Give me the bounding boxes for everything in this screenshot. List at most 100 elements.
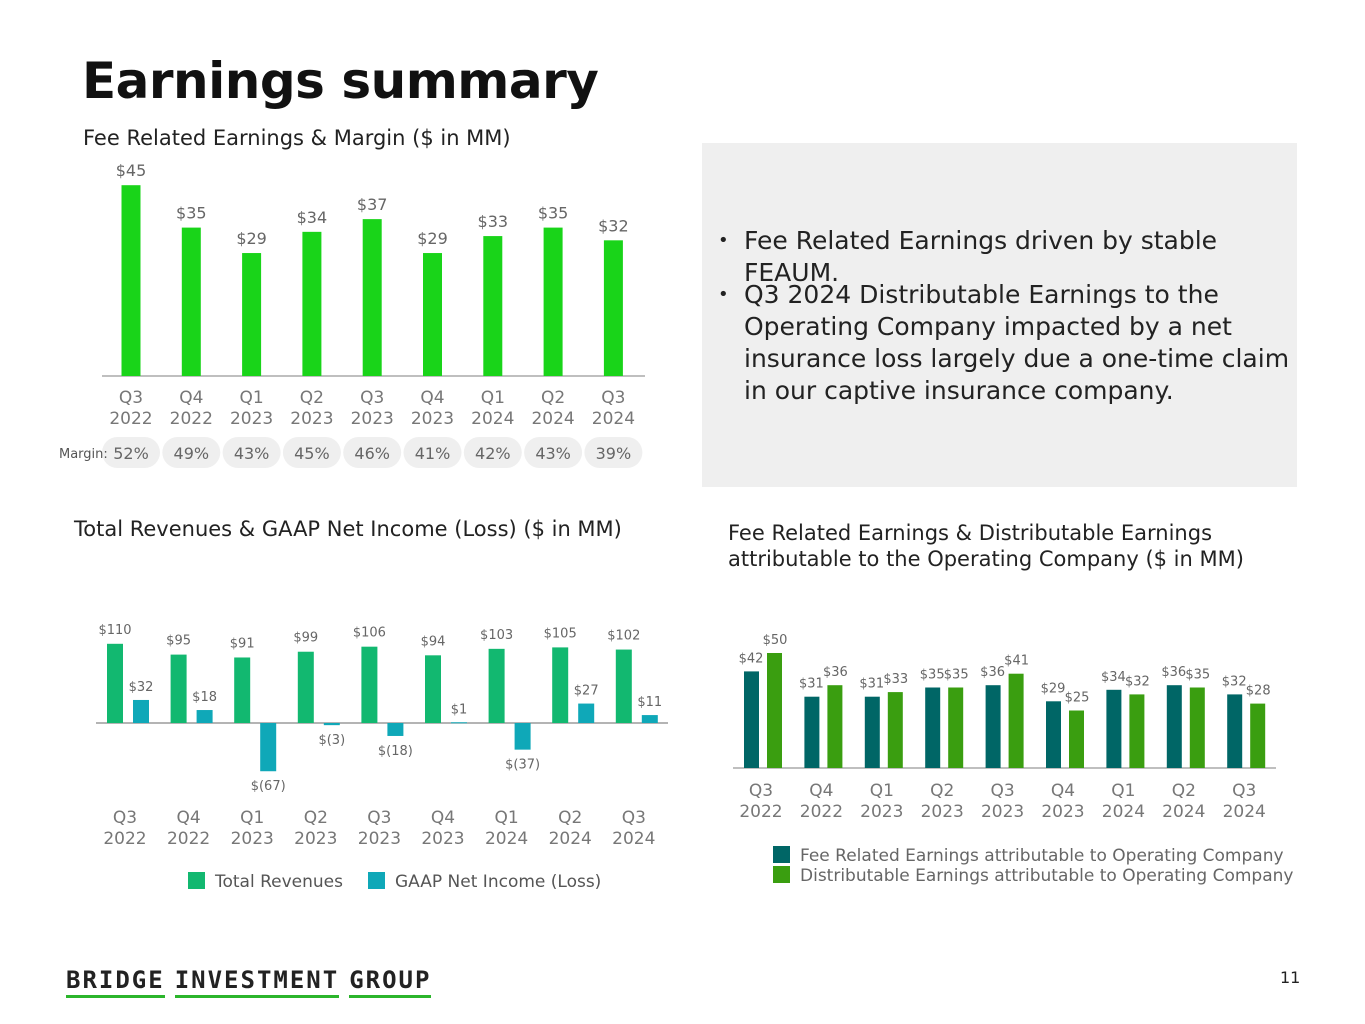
x-tick-label: 2023 bbox=[294, 829, 337, 849]
x-tick-label: Q3 bbox=[601, 388, 625, 408]
net-income-bar bbox=[578, 703, 595, 723]
de-op-swatch-icon bbox=[773, 866, 790, 883]
x-tick-label: Q3 bbox=[1232, 781, 1256, 801]
revenue-data-label: $91 bbox=[230, 636, 255, 651]
x-tick-label: Q2 bbox=[1172, 781, 1196, 801]
fre-op-bar bbox=[864, 696, 880, 768]
x-tick-label: Q4 bbox=[176, 808, 200, 828]
net-income-data-label: $(18) bbox=[378, 744, 413, 759]
fre-chart-title: Fee Related Earnings & Margin ($ in MM) bbox=[83, 126, 511, 150]
revenue-data-label: $94 bbox=[421, 634, 446, 649]
x-tick-label: 2024 bbox=[485, 829, 528, 849]
x-tick-label: Q3 bbox=[367, 808, 391, 828]
net-income-data-label: $18 bbox=[192, 690, 217, 705]
revenue-data-label: $95 bbox=[166, 634, 191, 649]
fre-op-data-label: $32 bbox=[1222, 674, 1247, 689]
fre-data-label: $29 bbox=[236, 229, 267, 248]
revenue-bar bbox=[297, 651, 314, 723]
de-op-bar bbox=[767, 653, 782, 768]
fre-data-label: $34 bbox=[297, 208, 328, 227]
logo-word: BRIDGE bbox=[66, 966, 165, 998]
x-tick-label: 2022 bbox=[800, 802, 843, 822]
net-income-bar bbox=[196, 710, 213, 723]
x-tick-label: Q1 bbox=[240, 808, 264, 828]
x-tick-label: 2023 bbox=[290, 409, 333, 429]
revenue-data-label: $105 bbox=[544, 626, 577, 641]
x-tick-label: Q1 bbox=[481, 388, 505, 408]
fre-op-bar bbox=[1166, 685, 1182, 768]
de-op-bar bbox=[827, 685, 843, 768]
bullet-text: Q3 2024 Distributable Earnings to the Op… bbox=[744, 280, 1290, 405]
revenue-bar bbox=[107, 643, 123, 723]
de-op-data-label: $35 bbox=[1185, 668, 1210, 683]
fre-op-bar bbox=[985, 685, 1001, 768]
fre-bar bbox=[181, 227, 201, 376]
margin-pill bbox=[343, 437, 402, 468]
x-tick-label: Q4 bbox=[431, 808, 455, 828]
de-op-bar bbox=[948, 687, 964, 768]
fde-title-line: attributable to the Operating Company ($… bbox=[728, 547, 1244, 571]
x-tick-label: Q1 bbox=[870, 781, 894, 801]
legend-label: Total Revenues bbox=[215, 872, 343, 892]
net-income-data-label: $1 bbox=[451, 702, 468, 717]
x-tick-label: Q2 bbox=[930, 781, 954, 801]
x-tick-label: Q4 bbox=[420, 388, 444, 408]
net-income-data-label: $11 bbox=[637, 695, 662, 710]
fre-data-label: $37 bbox=[357, 195, 388, 214]
x-tick-label: 2023 bbox=[358, 829, 401, 849]
x-tick-label: Q3 bbox=[749, 781, 773, 801]
margin-value: 41% bbox=[415, 444, 451, 463]
revenue-data-label: $99 bbox=[293, 631, 318, 646]
legend-label: Fee Related Earnings attributable to Ope… bbox=[800, 846, 1284, 866]
fre-op-data-label: $36 bbox=[980, 665, 1005, 680]
fre-bar bbox=[603, 240, 623, 376]
fre-data-label: $33 bbox=[478, 212, 509, 231]
fde-title-line: Fee Related Earnings & Distributable Ear… bbox=[728, 521, 1213, 545]
x-tick-label: 2023 bbox=[860, 802, 903, 822]
fre-op-swatch-icon bbox=[773, 846, 790, 863]
x-tick-label: 2024 bbox=[1162, 802, 1205, 822]
de-op-data-label: $41 bbox=[1004, 654, 1029, 669]
net-income-bar bbox=[133, 699, 149, 723]
de-op-bar bbox=[1250, 703, 1266, 768]
de-op-data-label: $33 bbox=[883, 672, 908, 687]
margin-value: 43% bbox=[234, 444, 270, 463]
x-tick-label: 2022 bbox=[103, 829, 146, 849]
fre-op-data-label: $29 bbox=[1041, 681, 1066, 696]
x-tick-label: Q1 bbox=[239, 388, 263, 408]
net-income-data-label: $32 bbox=[129, 680, 154, 695]
net-income-data-label: $(37) bbox=[505, 758, 540, 773]
margin-value: 46% bbox=[354, 444, 390, 463]
x-tick-label: 2024 bbox=[531, 409, 574, 429]
fre-op-data-label: $36 bbox=[1161, 665, 1186, 680]
net-income-bar bbox=[387, 723, 404, 736]
margin-value: 43% bbox=[535, 444, 571, 463]
legend-label: GAAP Net Income (Loss) bbox=[395, 872, 602, 892]
revenue-bar bbox=[234, 657, 251, 723]
margin-value: 42% bbox=[475, 444, 511, 463]
revenue-bar bbox=[170, 654, 187, 723]
x-tick-label: 2023 bbox=[231, 829, 274, 849]
x-tick-label: Q1 bbox=[1111, 781, 1135, 801]
net-income-data-label: $(67) bbox=[251, 779, 286, 794]
x-tick-label: Q4 bbox=[1051, 781, 1075, 801]
revenue-bar bbox=[425, 655, 441, 723]
x-tick-label: 2023 bbox=[351, 409, 394, 429]
fre-op-bar bbox=[744, 671, 759, 768]
fre-data-label: $35 bbox=[538, 204, 569, 223]
fre-op-bar bbox=[1106, 689, 1122, 768]
margin-value: 49% bbox=[174, 444, 210, 463]
x-tick-label: 2023 bbox=[421, 829, 464, 849]
x-tick-label: 2024 bbox=[612, 829, 655, 849]
bullet-dot-icon: • bbox=[718, 284, 729, 305]
revenue-swatch-icon bbox=[188, 872, 205, 889]
net-income-bar bbox=[641, 715, 658, 723]
net-income-swatch-icon bbox=[368, 872, 385, 889]
margin-pill bbox=[102, 437, 160, 468]
fre-bar bbox=[483, 236, 503, 376]
fre-bar bbox=[302, 231, 322, 376]
de-op-data-label: $28 bbox=[1246, 684, 1271, 699]
de-op-data-label: $50 bbox=[763, 633, 788, 648]
margin-pill bbox=[463, 437, 522, 468]
revenue-bar bbox=[615, 649, 632, 723]
